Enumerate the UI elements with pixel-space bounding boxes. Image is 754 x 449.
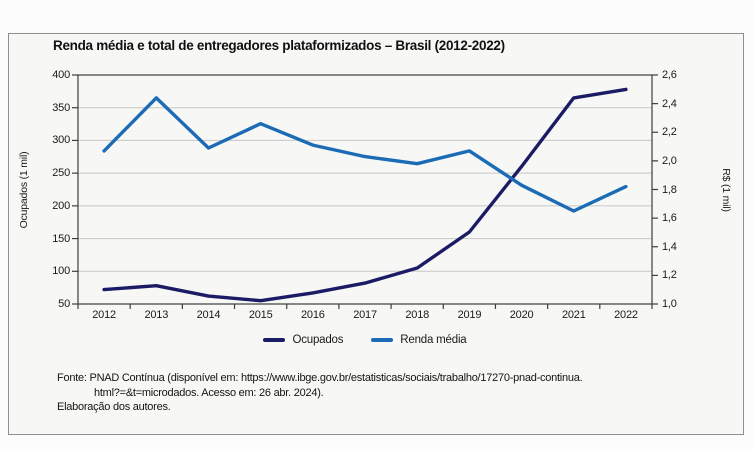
left-axis-tick-label: 200 (52, 199, 70, 212)
year-label: 2022 (614, 309, 638, 321)
legend-item-renda-média: Renda média (371, 334, 467, 346)
left-axis-tick-label: 100 (52, 265, 70, 278)
legend-swatch-icon (263, 338, 286, 342)
year-label: 2016 (301, 309, 325, 321)
right-axis-tick-label: 1,0 (662, 298, 677, 310)
source-line-2: html?=&t=microdados. Acesso em: 26 abr. … (94, 386, 324, 399)
x-axis-year-labels: 2012 2013 2014 2015 2016 2017 2018 2019 2020 2021… (78, 309, 652, 321)
year-label: 2021 (561, 309, 586, 321)
year-label: 2013 (144, 309, 169, 321)
left-axis-title: Ocupados (1 mil) (18, 151, 30, 229)
year-label: 2018 (405, 309, 430, 321)
series-line-renda-média (102, 96, 628, 213)
source-line-3: Elaboração dos autores. (57, 401, 171, 413)
right-axis-tick-label: 2,6 (662, 69, 677, 81)
right-axis-tick-label: 1,6 (662, 212, 677, 225)
legend-item-ocupados: Ocupados (263, 334, 343, 346)
legend-label: Renda média (400, 334, 467, 346)
year-label: 2012 (92, 309, 116, 321)
right-axis-tick-label: 1,8 (662, 183, 677, 196)
legend-label: Ocupados (292, 334, 344, 346)
right-axis-tick-label: 1,2 (662, 269, 677, 282)
year-label: 2015 (248, 309, 273, 321)
legend-swatch-icon (371, 338, 394, 342)
right-axis-title: R$ (1 mil) (720, 168, 732, 212)
right-axis-tick-label: 2,2 (662, 126, 677, 139)
year-label: 2014 (196, 309, 221, 321)
chart-legend: Ocupados Renda média (78, 334, 652, 346)
year-label: 2020 (509, 309, 534, 321)
left-axis-tick-label: 400 (52, 69, 70, 81)
chart-card (8, 33, 744, 435)
chart-title: Renda média e total de entregadores plat… (53, 38, 505, 53)
source-line-1: Fonte: PNAD Contínua (disponível em: htt… (57, 372, 583, 384)
left-axis-tick-label: 250 (52, 167, 70, 180)
left-axis-tick-label: 350 (52, 101, 70, 114)
left-axis-tick-label: 50 (58, 298, 70, 310)
left-axis-tick-label: 150 (52, 232, 70, 245)
right-axis-tick-label: 2,4 (662, 97, 677, 110)
series-line-ocupados (102, 87, 628, 303)
right-axis-tick-label: 2,0 (662, 154, 677, 167)
right-axis-tick-label: 1,4 (662, 240, 677, 253)
left-axis-tick-label: 300 (52, 134, 70, 147)
year-label: 2019 (457, 309, 482, 321)
year-label: 2017 (353, 309, 377, 321)
